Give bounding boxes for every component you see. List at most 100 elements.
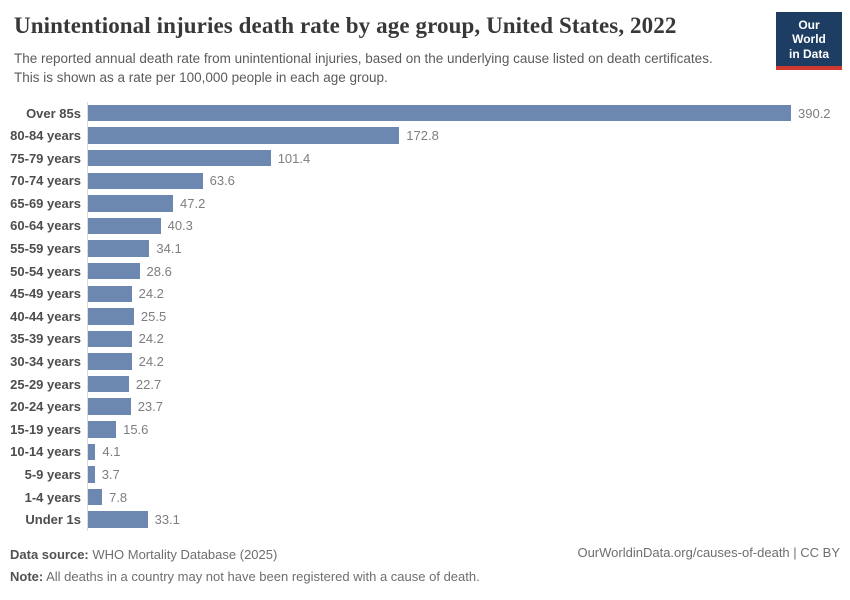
attribution-link[interactable]: OurWorldinData.org/causes-of-death | CC … xyxy=(577,544,840,560)
bar-track: 63.6 xyxy=(87,169,840,193)
value-label: 25.5 xyxy=(140,308,167,324)
value-label: 390.2 xyxy=(798,105,831,121)
chart-row: 45-49 years 24.2 xyxy=(10,282,840,306)
value-label: 34.1 xyxy=(156,241,182,257)
bar[interactable] xyxy=(88,285,132,303)
bar-track: 24.2 xyxy=(87,350,840,373)
category-label: 40-44 years xyxy=(10,308,81,324)
category-label: Over 85s xyxy=(26,105,81,121)
category-label: 5-9 years xyxy=(24,467,81,483)
value-label: 24.2 xyxy=(138,331,164,347)
bar[interactable] xyxy=(88,330,132,348)
owid-logo: Our World in Data xyxy=(776,12,842,71)
bar-track: 25.5 xyxy=(87,305,840,328)
chart-row: 80-84 years 172.8 xyxy=(10,124,840,147)
category-label: 65-69 years xyxy=(10,195,81,211)
bar[interactable] xyxy=(88,375,129,393)
value-label: 33.1 xyxy=(154,512,180,528)
chart-row: Over 85s 390.2 xyxy=(10,101,840,125)
value-label: 7.8 xyxy=(109,489,128,505)
value-label: 47.2 xyxy=(180,195,206,211)
value-label: 28.6 xyxy=(146,263,172,279)
chart-row: 35-39 years 24.2 xyxy=(10,327,840,351)
chart-rows: Over 85s 390.2 80-84 years 172.8 75-79 y… xyxy=(10,101,840,531)
category-label: 1-4 years xyxy=(24,489,81,505)
bar[interactable] xyxy=(88,195,173,212)
bar[interactable] xyxy=(88,466,95,483)
note-line: Note: All deaths in a country may not ha… xyxy=(10,566,480,588)
bar[interactable] xyxy=(88,149,271,167)
category-label: Under 1s xyxy=(25,512,81,528)
bar[interactable] xyxy=(88,398,131,415)
value-label: 24.2 xyxy=(138,286,164,302)
bar-track: 3.7 xyxy=(87,463,840,486)
owid-logo-line1: Our World xyxy=(792,18,826,47)
bar[interactable] xyxy=(88,262,140,280)
bar-track: 24.2 xyxy=(87,327,840,351)
value-label: 3.7 xyxy=(101,467,120,483)
bar[interactable] xyxy=(88,488,103,506)
bar[interactable] xyxy=(88,511,148,528)
category-label: 25-29 years xyxy=(10,376,81,392)
chart-row: 25-29 years 22.7 xyxy=(10,372,840,396)
note-value: All deaths in a country may not have bee… xyxy=(43,568,480,584)
bar-track: 101.4 xyxy=(87,146,840,170)
bar-track: 34.1 xyxy=(87,237,840,260)
value-label: 4.1 xyxy=(102,444,121,460)
chart-row: 1-4 years 7.8 xyxy=(10,485,840,509)
category-label: 20-24 years xyxy=(10,399,81,415)
category-label: 10-14 years xyxy=(10,444,81,460)
category-label: 75-79 years xyxy=(10,150,81,166)
owid-logo-line2: in Data xyxy=(788,46,829,61)
value-label: 22.7 xyxy=(135,376,162,392)
chart-footer: Data source: WHO Mortality Database (202… xyxy=(10,544,840,588)
value-label: 172.8 xyxy=(406,128,439,144)
bar[interactable] xyxy=(88,421,117,438)
bar[interactable] xyxy=(88,443,96,461)
chart-header: Unintentional injuries death rate by age… xyxy=(10,12,842,88)
category-label: 15-19 years xyxy=(10,421,81,437)
bar[interactable] xyxy=(88,172,203,190)
data-source-value: WHO Mortality Database (2025) xyxy=(88,546,278,562)
chart-row: 40-44 years 25.5 xyxy=(10,305,840,328)
bar-track: 28.6 xyxy=(87,259,840,283)
bar-chart: Over 85s 390.2 80-84 years 172.8 75-79 y… xyxy=(10,101,840,531)
chart-row: 60-64 years 40.3 xyxy=(10,214,840,238)
data-source-line: Data source: WHO Mortality Database (202… xyxy=(10,544,480,566)
value-label: 24.2 xyxy=(138,354,164,370)
chart-row: 30-34 years 24.2 xyxy=(10,350,840,373)
chart-row: 20-24 years 23.7 xyxy=(10,395,840,419)
data-source-label: Data source: xyxy=(10,546,89,562)
chart-row: 15-19 years 15.6 xyxy=(10,418,840,441)
bar-track: 40.3 xyxy=(87,214,840,238)
category-label: 45-49 years xyxy=(10,286,81,302)
category-label: 35-39 years xyxy=(10,331,81,347)
chart-row: 10-14 years 4.1 xyxy=(10,440,840,464)
value-label: 40.3 xyxy=(167,218,193,234)
bar-track: 22.7 xyxy=(87,372,840,396)
bar[interactable] xyxy=(88,104,791,122)
chart-row: 75-79 years 101.4 xyxy=(10,146,840,170)
value-label: 63.6 xyxy=(209,173,235,189)
bar-track: 7.8 xyxy=(87,485,840,509)
bar[interactable] xyxy=(88,217,161,235)
bar[interactable] xyxy=(88,308,134,325)
bar-track: 33.1 xyxy=(87,508,840,531)
bar[interactable] xyxy=(88,127,400,144)
bar[interactable] xyxy=(88,240,150,257)
chart-row: 55-59 years 34.1 xyxy=(10,237,840,260)
chart-row: 65-69 years 47.2 xyxy=(10,192,840,215)
bar-track: 4.1 xyxy=(87,440,840,464)
category-label: 30-34 years xyxy=(10,354,81,370)
chart-subtitle: The reported annual death rate from unin… xyxy=(14,50,713,86)
chart-row: 5-9 years 3.7 xyxy=(10,463,840,486)
bar-track: 24.2 xyxy=(87,282,840,306)
chart-row: 50-54 years 28.6 xyxy=(10,259,840,283)
value-label: 101.4 xyxy=(277,150,311,166)
chart-row: Under 1s 33.1 xyxy=(10,508,840,531)
note-label: Note: xyxy=(10,568,44,584)
category-label: 55-59 years xyxy=(10,241,81,257)
bar[interactable] xyxy=(88,353,132,370)
category-label: 50-54 years xyxy=(10,263,81,279)
